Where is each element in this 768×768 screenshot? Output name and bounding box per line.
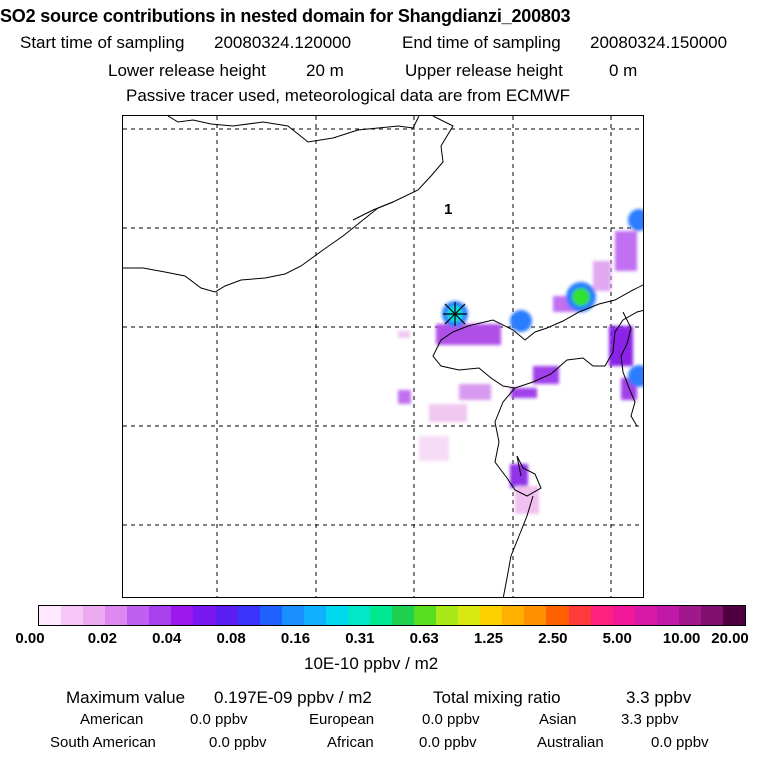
colorbar-cell [612, 606, 635, 625]
plume-cell [510, 310, 532, 332]
colorbar-cell [171, 606, 194, 625]
colorbar-tick-label: 10.00 [662, 630, 701, 647]
region-name-american: American [80, 711, 144, 728]
colorbar-cell [347, 606, 370, 625]
colorbar-cell [215, 606, 238, 625]
colorbar-cell [281, 606, 304, 625]
colorbar-unit: 10E-10 ppbv / m2 [304, 654, 439, 673]
colorbar-cell [61, 606, 84, 625]
plume-cell [533, 366, 559, 384]
colorbar-tick-label: 0.16 [280, 630, 311, 647]
region-value-european: 0.0 ppbv [422, 711, 480, 728]
colorbar-cell [678, 606, 701, 625]
start-time-label: Start time of sampling [20, 33, 185, 52]
colorbar-cell [414, 606, 437, 625]
total-mixing-label: Total mixing ratio [433, 688, 561, 707]
plume-cell [510, 464, 528, 488]
colorbar-cell [325, 606, 348, 625]
upper-height-value: 0 m [609, 61, 638, 80]
start-time-value: 20080324.120000 [214, 33, 352, 52]
colorbar-cell [700, 606, 723, 625]
colorbar-cell [237, 606, 260, 625]
max-value: 0.197E-09 ppbv / m2 [214, 688, 372, 707]
region-name-european: European [309, 711, 375, 728]
colorbar [38, 605, 746, 626]
plume-cell [398, 390, 411, 404]
colorbar-cell [656, 606, 679, 625]
page-title: SO2 source contributions in nested domai… [0, 6, 571, 26]
plume-cell [628, 365, 643, 387]
colorbar-tick-label: 0.63 [409, 630, 439, 647]
colorbar-cell [590, 606, 613, 625]
plume-cell [628, 209, 643, 231]
plume-cell [572, 288, 590, 306]
receptor-marker [443, 302, 467, 326]
end-time-value: 20080324.150000 [590, 33, 728, 52]
colorbar-cell [546, 606, 569, 625]
colorbar-cell [436, 606, 459, 625]
colorbar-tick-label: 1.25 [473, 630, 504, 647]
region-name-south-american: South American [50, 734, 156, 751]
region-value-asian: 3.3 ppbv [621, 711, 679, 728]
colorbar-cell [524, 606, 547, 625]
map-panel: 1 [122, 115, 644, 598]
upper-height-label: Upper release height [405, 61, 563, 80]
colorbar-cell [193, 606, 216, 625]
lower-height-value: 20 m [306, 61, 344, 80]
end-time-label: End time of sampling [402, 33, 561, 52]
colorbar-cell [127, 606, 150, 625]
total-mixing-value: 3.3 ppbv [626, 688, 692, 707]
region-value-australian: 0.0 ppbv [651, 734, 709, 751]
region-name-african: African [327, 734, 374, 751]
grid-lines [123, 116, 643, 597]
colorbar-cell [39, 606, 62, 625]
plume-cell [515, 486, 539, 514]
colorbar-cell [83, 606, 106, 625]
colorbar-tick-label: 0.02 [87, 630, 117, 647]
colorbar-cell [722, 606, 745, 625]
colorbar-cell [568, 606, 591, 625]
plume-cell [429, 404, 467, 422]
colorbar-cell [149, 606, 172, 625]
colorbar-tick-label: 0.08 [216, 630, 246, 647]
region-value-african: 0.0 ppbv [419, 734, 477, 751]
colorbar-tick-label: 2.50 [538, 630, 568, 647]
colorbar-cell [634, 606, 657, 625]
region-value-south-american: 0.0 ppbv [209, 734, 267, 751]
colorbar-tick-label: 5.00 [602, 630, 632, 647]
colorbar-tick-label: 0.00 [15, 630, 45, 647]
plume-cell [459, 384, 491, 400]
plume-cell [593, 261, 611, 291]
colorbar-cell [105, 606, 128, 625]
plume-cell [419, 436, 449, 461]
plume-cell [615, 231, 637, 271]
colorbar-cell [303, 606, 326, 625]
plume-cell [436, 324, 501, 345]
region-name-asian: Asian [539, 711, 577, 728]
region-name-australian: Australian [537, 734, 604, 751]
colorbar-cell [392, 606, 415, 625]
map-svg: 1 [123, 116, 643, 597]
colorbar-cell [480, 606, 503, 625]
colorbar-tick-label: 20.00 [711, 630, 749, 647]
max-value-label: Maximum value [66, 688, 186, 707]
coastlines [123, 116, 643, 597]
colorbar-cell [458, 606, 481, 625]
concentration-field [398, 209, 643, 514]
plume-cell [511, 388, 537, 398]
colorbar-cell [369, 606, 392, 625]
colorbar-tick-label: 0.31 [345, 630, 375, 647]
colorbar-cell [502, 606, 525, 625]
lower-height-label: Lower release height [108, 61, 266, 80]
tracer-note: Passive tracer used, meteorological data… [126, 86, 571, 105]
colorbar-cell [259, 606, 282, 625]
region-value-american: 0.0 ppbv [190, 711, 248, 728]
colorbar-tick-label: 0.04 [152, 630, 182, 647]
plume-cell [398, 331, 410, 338]
station-label: 1 [444, 201, 452, 218]
